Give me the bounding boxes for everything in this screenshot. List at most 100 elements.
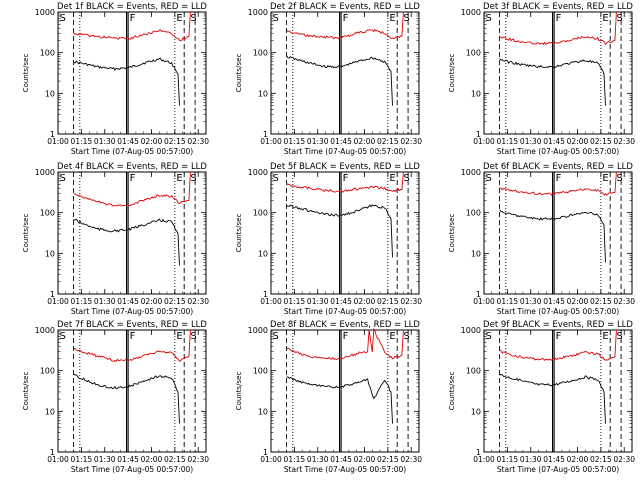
chart-panel-9: Det 9f BLACK = Events, RED = LLD 1 10 100 10… bbox=[448, 320, 635, 474]
chart-title: Det 8f BLACK = Events, RED = LLD bbox=[270, 320, 420, 330]
plot-frame bbox=[270, 329, 420, 453]
interval-marker-e: E bbox=[389, 173, 395, 184]
series-line-events bbox=[499, 209, 606, 263]
y-tick-label: 100 bbox=[466, 49, 481, 58]
series-line-lld bbox=[73, 11, 191, 42]
x-tick-label: 01:30 bbox=[307, 297, 329, 306]
plot-frame bbox=[483, 11, 633, 135]
series-line-lld bbox=[286, 171, 404, 193]
x-tick-label: 02:15 bbox=[164, 455, 186, 464]
x-tick-label: 01:00 bbox=[260, 137, 282, 146]
x-tick-label: 02:15 bbox=[164, 137, 186, 146]
y-tick-label: 1000 bbox=[461, 168, 481, 177]
y-tick-label: 1 bbox=[476, 448, 481, 457]
y-tick-label: 10 bbox=[471, 89, 481, 98]
chart-panel-4: Det 4f BLACK = Events, RED = LLD 1 10 100 10… bbox=[22, 162, 209, 316]
x-tick-label: 02:30 bbox=[613, 297, 635, 306]
interval-marker-s: S bbox=[273, 13, 279, 24]
plot-frame bbox=[483, 329, 633, 453]
y-tick-label: 10 bbox=[258, 249, 268, 258]
x-tick-label: 01:30 bbox=[94, 455, 116, 464]
interval-marker-s: S bbox=[60, 13, 66, 24]
interval-marker-s: S bbox=[273, 331, 279, 342]
interval-marker-e: E bbox=[389, 13, 395, 24]
x-axis-label: Start Time (07-Aug-05 00:57:00) bbox=[497, 147, 619, 156]
series-line-events bbox=[286, 55, 393, 106]
x-tick-label: 02:30 bbox=[187, 297, 209, 306]
y-tick-label: 10 bbox=[45, 89, 55, 98]
x-tick-label: 01:45 bbox=[117, 297, 139, 306]
series-line-events bbox=[286, 376, 393, 424]
chart-panel-5: Det 5f BLACK = Events, RED = LLD 1 10 100 10… bbox=[235, 162, 422, 316]
x-tick-label: 02:15 bbox=[590, 455, 612, 464]
interval-marker-e: E bbox=[602, 173, 608, 184]
interval-marker-e: E bbox=[389, 331, 395, 342]
x-axis-label: Start Time (07-Aug-05 00:57:00) bbox=[71, 465, 193, 474]
y-tick-label: 10 bbox=[258, 407, 268, 416]
x-tick-label: 02:30 bbox=[613, 455, 635, 464]
interval-marker-f: F bbox=[556, 331, 562, 342]
series-line-lld bbox=[73, 329, 191, 363]
y-tick-label: 10 bbox=[471, 249, 481, 258]
x-tick-label: 02:15 bbox=[377, 297, 399, 306]
interval-marker-e: E bbox=[176, 331, 182, 342]
y-axis-label: Counts/sec bbox=[235, 54, 243, 93]
x-tick-label: 02:00 bbox=[141, 137, 163, 146]
chart-panel-3: Det 3f BLACK = Events, RED = LLD 1 10 100 10… bbox=[448, 2, 635, 156]
x-tick-label: 01:15 bbox=[284, 455, 306, 464]
y-axis-label: Counts/sec bbox=[22, 54, 30, 93]
y-axis-label: Counts/sec bbox=[22, 214, 30, 253]
x-axis-label: Start Time (07-Aug-05 00:57:00) bbox=[284, 465, 406, 474]
interval-marker-s: S bbox=[403, 173, 409, 184]
interval-marker-f: F bbox=[130, 13, 136, 24]
y-tick-label: 1 bbox=[263, 130, 268, 139]
x-tick-label: 01:00 bbox=[260, 455, 282, 464]
plot-frame bbox=[270, 171, 420, 295]
y-axis-label: Counts/sec bbox=[235, 214, 243, 253]
x-tick-label: 01:00 bbox=[47, 297, 69, 306]
x-tick-label: 01:00 bbox=[47, 137, 69, 146]
x-tick-label: 02:30 bbox=[187, 137, 209, 146]
series-line-lld bbox=[286, 327, 404, 361]
chart-title: Det 9f BLACK = Events, RED = LLD bbox=[483, 320, 633, 330]
chart-panel-7: Det 7f BLACK = Events, RED = LLD 1 10 100 10… bbox=[22, 320, 209, 474]
y-tick-label: 1000 bbox=[248, 168, 268, 177]
series-line-lld bbox=[73, 171, 191, 207]
x-tick-label: 01:45 bbox=[330, 137, 352, 146]
chart-title: Det 1f BLACK = Events, RED = LLD bbox=[57, 2, 207, 12]
interval-marker-f: F bbox=[556, 173, 562, 184]
x-tick-label: 01:15 bbox=[284, 297, 306, 306]
interval-marker-s: S bbox=[616, 13, 622, 24]
y-axis-label: Counts/sec bbox=[448, 54, 456, 93]
y-tick-label: 10 bbox=[45, 249, 55, 258]
x-tick-label: 02:15 bbox=[164, 297, 186, 306]
plot-frame bbox=[57, 329, 207, 453]
x-tick-label: 02:00 bbox=[354, 297, 376, 306]
interval-marker-f: F bbox=[130, 173, 136, 184]
interval-marker-s: S bbox=[190, 331, 196, 342]
x-tick-label: 01:00 bbox=[260, 297, 282, 306]
y-tick-label: 1000 bbox=[248, 8, 268, 17]
x-tick-label: 01:00 bbox=[473, 455, 495, 464]
series-line-lld bbox=[286, 11, 404, 40]
x-tick-label: 02:15 bbox=[590, 297, 612, 306]
y-tick-label: 1 bbox=[263, 290, 268, 299]
series-line-lld bbox=[499, 171, 617, 197]
x-axis-label: Start Time (07-Aug-05 00:57:00) bbox=[284, 147, 406, 156]
interval-marker-f: F bbox=[343, 331, 349, 342]
series-line-events bbox=[499, 373, 606, 424]
x-tick-label: 01:00 bbox=[473, 297, 495, 306]
plot-frame bbox=[57, 171, 207, 295]
x-axis-label: Start Time (07-Aug-05 00:57:00) bbox=[497, 465, 619, 474]
x-tick-label: 02:30 bbox=[187, 455, 209, 464]
chart-panel-2: Det 2f BLACK = Events, RED = LLD 1 10 100 10… bbox=[235, 2, 422, 156]
x-tick-label: 02:00 bbox=[354, 137, 376, 146]
interval-marker-s: S bbox=[616, 331, 622, 342]
x-tick-label: 01:45 bbox=[543, 297, 565, 306]
y-tick-label: 1000 bbox=[35, 326, 55, 335]
plot-frame bbox=[57, 11, 207, 135]
y-tick-label: 100 bbox=[40, 49, 55, 58]
chart-title: Det 5f BLACK = Events, RED = LLD bbox=[270, 162, 420, 172]
plot-frame bbox=[270, 11, 420, 135]
interval-marker-s: S bbox=[190, 173, 196, 184]
